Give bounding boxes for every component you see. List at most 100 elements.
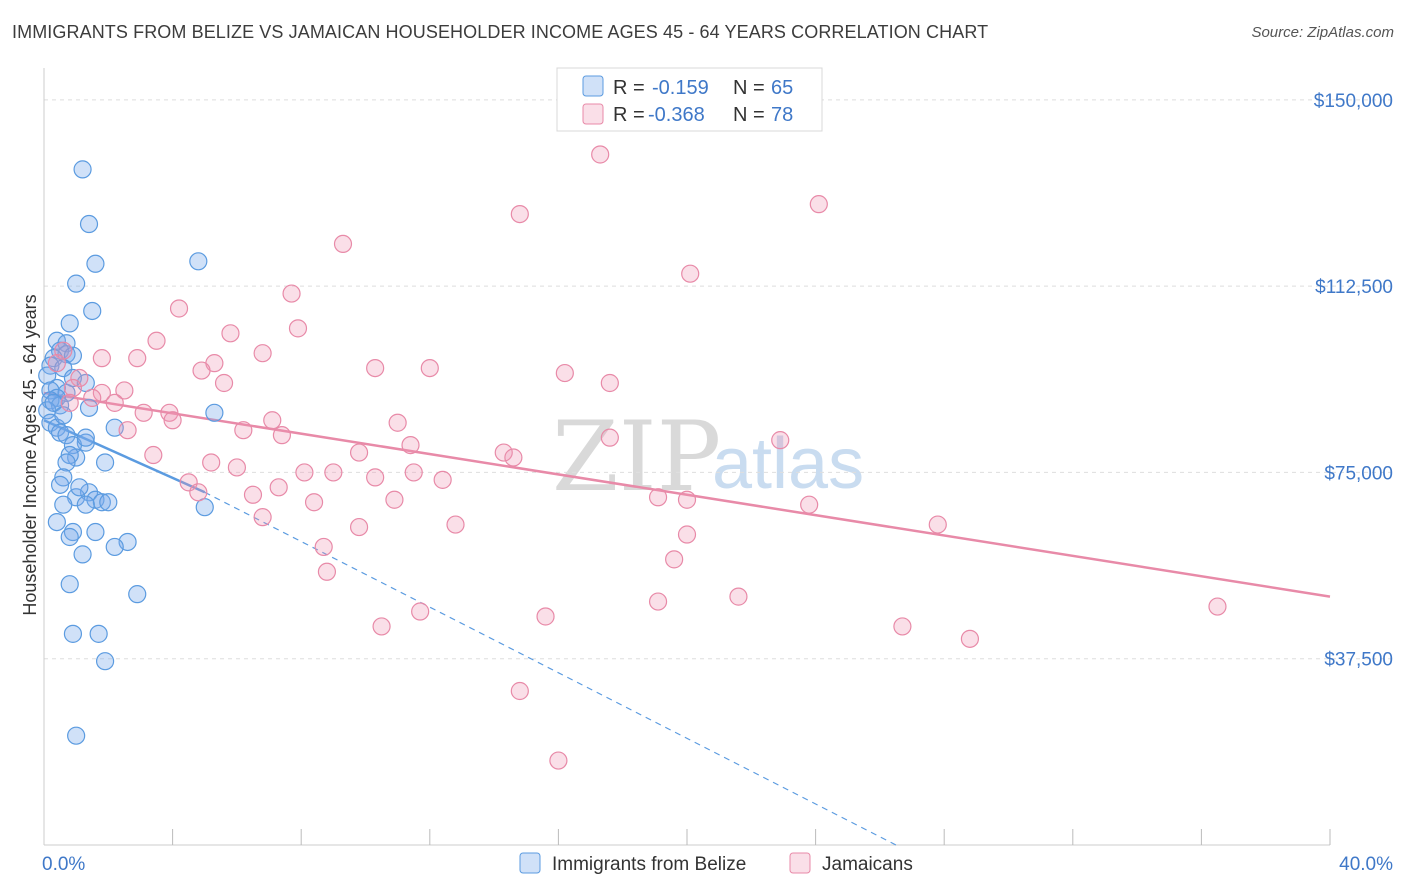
point-belize [105, 537, 124, 557]
x-tick-label-max: 40.0% [1339, 854, 1393, 875]
point-jamaicans [243, 485, 263, 504]
legend-series-label-jamaicans: Jamaicans [822, 854, 913, 875]
point-belize [63, 624, 83, 643]
point-jamaicans [314, 537, 333, 557]
point-jamaicans [63, 378, 83, 398]
point-jamaicans [681, 264, 700, 283]
point-jamaicans [105, 393, 124, 412]
point-jamaicans [214, 373, 234, 393]
point-jamaicans [809, 195, 828, 214]
point-jamaicans [404, 463, 423, 482]
point-belize [63, 522, 83, 542]
chart-title: IMMIGRANTS FROM BELIZE VS JAMAICAN HOUSE… [12, 22, 989, 42]
point-jamaicans [234, 421, 253, 440]
point-jamaicans [83, 388, 102, 408]
point-jamaicans [504, 448, 523, 467]
point-belize [44, 393, 63, 412]
point-belize [189, 252, 208, 271]
point-belize [38, 366, 57, 385]
point-jamaicans [800, 495, 819, 514]
legend-series-label-belize: Immigrants from Belize [552, 854, 746, 875]
point-jamaicans [648, 592, 668, 611]
legend-n-label-belize: N = [733, 77, 765, 99]
point-jamaicans [288, 319, 308, 338]
point-jamaicans [202, 453, 221, 472]
point-belize [86, 522, 105, 542]
point-jamaicans [47, 354, 66, 373]
point-jamaicans [928, 515, 947, 534]
chart-source: Source: ZipAtlas.com [1251, 24, 1394, 41]
point-jamaicans [253, 508, 272, 527]
watermark: ZIP atlas [552, 401, 864, 513]
legend-series-swatch-jamaicans [789, 852, 811, 874]
point-jamaicans [333, 234, 353, 254]
point-belize [60, 314, 79, 333]
legend-r-value-belize: -0.159 [652, 77, 709, 99]
point-jamaicans [134, 403, 153, 422]
point-belize [41, 391, 60, 410]
point-jamaicans [536, 607, 555, 626]
point-jamaicans [494, 443, 513, 462]
legend-swatch-belize [582, 75, 604, 97]
point-jamaicans [366, 468, 385, 487]
legend-r-value-jamaicans: -0.368 [648, 104, 705, 126]
point-jamaicans [272, 426, 292, 445]
point-jamaicans [147, 331, 166, 350]
point-jamaicans [600, 373, 619, 393]
point-jamaicans [372, 617, 391, 636]
point-jamaicans [677, 490, 697, 509]
point-jamaicans [317, 562, 337, 581]
point-jamaicans [60, 393, 79, 412]
point-jamaicans [295, 463, 314, 482]
point-jamaicans [192, 361, 211, 380]
point-jamaicans [128, 349, 147, 368]
point-belize [54, 495, 73, 514]
point-jamaicans [729, 587, 748, 606]
y-axis-title: Householder Income Ages 45 - 64 years [20, 294, 40, 615]
point-jamaicans [349, 517, 369, 537]
point-belize [128, 585, 147, 604]
point-belize [73, 160, 92, 179]
point-jamaicans [269, 478, 288, 497]
axes [43, 68, 1331, 846]
point-belize [83, 301, 102, 321]
point-jamaicans [221, 324, 240, 343]
point-belize [99, 493, 118, 512]
point-jamaicans [385, 490, 404, 509]
point-jamaicans [304, 493, 324, 512]
point-jamaicans [893, 617, 912, 636]
point-jamaicans [446, 515, 465, 534]
point-jamaicans [253, 344, 272, 363]
point-jamaicans [648, 488, 668, 507]
point-jamaicans [600, 428, 619, 447]
legend-n-value-belize: 65 [771, 77, 793, 99]
point-jamaicans [665, 550, 684, 569]
point-belize [67, 274, 86, 293]
point-jamaicans [189, 483, 208, 502]
point-jamaicans [70, 368, 89, 388]
point-jamaicans [349, 443, 369, 462]
point-jamaicans [420, 358, 439, 378]
point-belize [79, 398, 99, 417]
x-tick-label-min: 0.0% [42, 854, 85, 875]
point-jamaicans [510, 681, 529, 701]
point-belize [47, 512, 66, 532]
y-tick-label: $37,500 [1324, 650, 1393, 671]
legend-stats: R = -0.159 N = 65 R = -0.368 N = 78 [556, 67, 823, 132]
legend-r-label-jamaicans: R = [613, 104, 645, 126]
point-jamaicans [555, 363, 574, 383]
point-jamaicans [169, 299, 189, 318]
legend-n-value-jamaicans: 78 [771, 104, 793, 126]
point-belize [76, 428, 95, 447]
point-belize [86, 254, 105, 273]
point-belize [60, 527, 79, 547]
point-belize [67, 726, 86, 745]
point-jamaicans [591, 145, 610, 164]
legend-r-label-belize: R = [613, 77, 645, 99]
legend-series-swatch-belize [519, 852, 541, 874]
point-jamaicans [179, 473, 198, 492]
point-belize [73, 545, 92, 564]
point-jamaicans [771, 431, 790, 450]
point-jamaicans [433, 470, 452, 489]
